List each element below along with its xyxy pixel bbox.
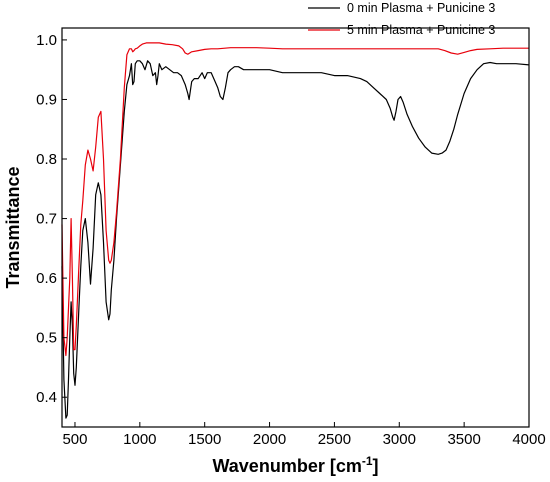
y-tick-label: 0.7 [36, 211, 57, 228]
x-tick-label: 500 [62, 431, 87, 448]
x-tick-label: 4000 [512, 431, 545, 448]
x-tick-label: 3000 [383, 431, 416, 448]
series-layer [61, 42, 530, 419]
plot-frame [61, 27, 530, 428]
x-tick-label: 1500 [188, 431, 221, 448]
x-tick-label: 2000 [253, 431, 286, 448]
y-tick-label: 0.9 [36, 91, 57, 108]
series-line-5-min [61, 42, 529, 357]
series-line-0-min [61, 60, 530, 419]
y-axis-title: Transmittance [3, 166, 23, 288]
y-tick-label: 1.0 [36, 32, 57, 49]
x-tick-label: 2500 [318, 431, 351, 448]
y-tick-label: 0.6 [36, 270, 57, 287]
y-axis: 0.4 0.5 0.6 0.7 0.8 0.9 1.0 [36, 32, 67, 406]
y-tick-label: 0.8 [36, 151, 57, 168]
y-tick-label: 0.5 [36, 330, 57, 347]
x-axis-title-superscript: -1 [362, 454, 373, 468]
x-tick-label: 1000 [123, 431, 156, 448]
y-tick-label: 0.4 [36, 389, 57, 406]
x-axis-title-close: ] [373, 456, 379, 476]
x-axis-title: Wavenumber [cm-1] [212, 454, 378, 476]
x-axis: 500 1000 1500 2000 2500 3000 3500 4000 [62, 422, 546, 448]
legend-label-5-min: 5 min Plasma + Punicine 3 [347, 23, 495, 37]
x-axis-title-main: Wavenumber [cm [212, 456, 361, 476]
legend-label-0-min: 0 min Plasma + Punicine 3 [347, 1, 495, 15]
x-tick-label: 3500 [447, 431, 480, 448]
legend: 0 min Plasma + Punicine 3 5 min Plasma +… [308, 1, 495, 37]
